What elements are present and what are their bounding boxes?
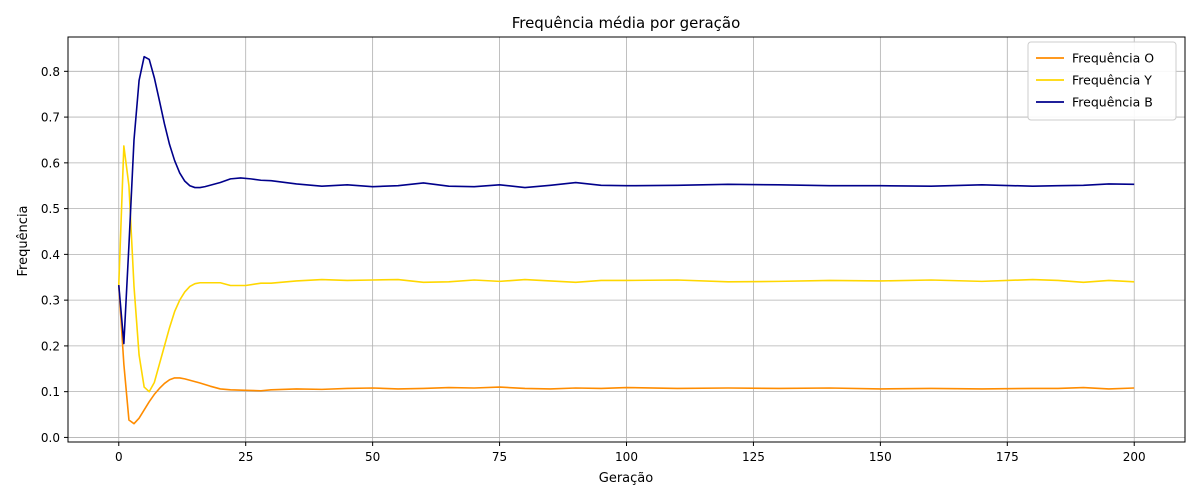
x-tick-label: 200 (1123, 450, 1146, 464)
legend-label: Frequência O (1072, 51, 1154, 66)
y-tick-label: 0.5 (41, 202, 60, 216)
y-tick-label: 0.8 (41, 65, 60, 79)
series-line-2 (117, 145, 1135, 393)
legend-box (1027, 41, 1177, 121)
y-ticks: 0.0 0.1 0.2 0.3 0.4 0.5 0.6 0.7 0.8 (41, 65, 68, 445)
x-ticks: 0 25 50 75 100 125 150 175 200 (115, 442, 1146, 464)
y-tick-label: 0.7 (41, 111, 60, 125)
series-line-1 (117, 284, 1135, 425)
x-tick-label: 50 (365, 450, 380, 464)
chart-title: Frequência média por geração (512, 14, 741, 32)
legend: Frequência O Frequência Y Frequência B (1027, 41, 1177, 121)
y-tick-label: 0.0 (41, 431, 60, 445)
x-axis-title: Geração (599, 471, 653, 486)
y-tick-label: 0.6 (41, 156, 60, 170)
x-tick-label: 100 (615, 450, 638, 464)
series-lines (117, 55, 1135, 425)
x-tick-label: 25 (238, 450, 253, 464)
x-tick-label: 125 (742, 450, 765, 464)
x-tick-label: 0 (115, 450, 123, 464)
legend-label: Frequência B (1072, 95, 1153, 110)
legend-label: Frequência Y (1072, 73, 1152, 88)
y-tick-label: 0.3 (41, 294, 60, 308)
y-tick-label: 0.4 (41, 248, 60, 262)
x-tick-label: 75 (492, 450, 507, 464)
y-tick-label: 0.2 (41, 339, 60, 353)
series-line-3 (117, 55, 1135, 345)
grid-lines (68, 37, 1185, 442)
y-tick-label: 0.1 (41, 385, 60, 399)
x-tick-label: 175 (996, 450, 1019, 464)
y-axis-title: Frequência (16, 205, 31, 276)
x-tick-label: 150 (869, 450, 892, 464)
